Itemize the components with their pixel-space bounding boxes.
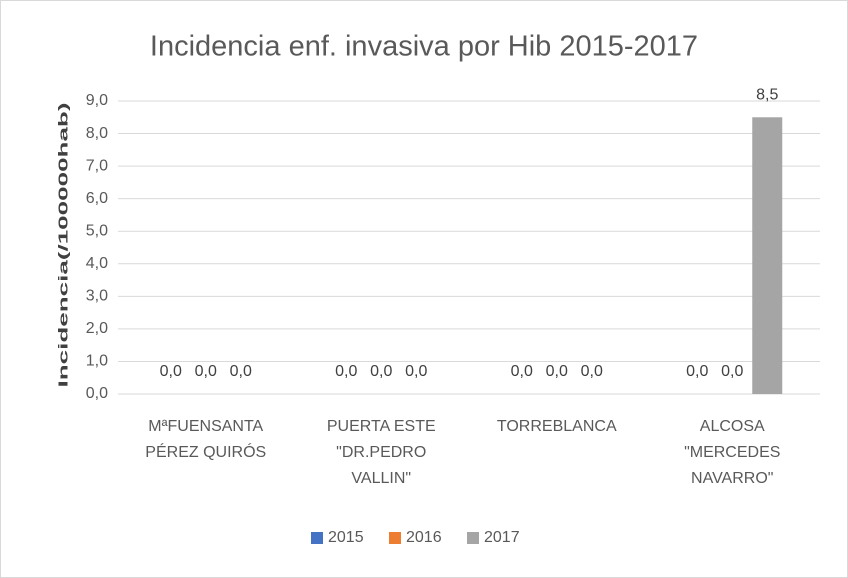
data-label: 0,0 bbox=[686, 363, 708, 380]
y-tick-label: 4,0 bbox=[86, 255, 108, 272]
legend-label: 2017 bbox=[484, 529, 520, 546]
y-tick-label: 0,0 bbox=[86, 385, 108, 402]
x-tick-label: VALLIN" bbox=[351, 470, 411, 487]
data-label: 0,0 bbox=[405, 363, 427, 380]
x-tick-label: MªFUENSANTA bbox=[148, 418, 263, 435]
y-tick-label: 3,0 bbox=[86, 288, 108, 305]
x-tick-label: TORREBLANCA bbox=[497, 418, 617, 435]
data-label: 0,0 bbox=[160, 363, 182, 380]
y-tick-label: 5,0 bbox=[86, 222, 108, 239]
bar bbox=[752, 117, 783, 395]
y-tick-label: 6,0 bbox=[86, 190, 108, 207]
legend-label: 2016 bbox=[406, 529, 442, 546]
y-tick-label: 1,0 bbox=[86, 353, 108, 370]
x-tick-label: PÉREZ QUIRÓS bbox=[145, 442, 266, 461]
legend-swatch bbox=[467, 532, 479, 544]
data-label: 0,0 bbox=[581, 363, 603, 380]
data-label: 0,0 bbox=[370, 363, 392, 380]
data-label: 0,0 bbox=[230, 363, 252, 380]
y-tick-label: 8,0 bbox=[86, 125, 108, 142]
chart-title: Incidencia enf. invasiva por Hib 2015-20… bbox=[150, 31, 698, 63]
data-label: 0,0 bbox=[546, 363, 568, 380]
data-label: 0,0 bbox=[335, 363, 357, 380]
x-tick-label: NAVARRO" bbox=[691, 470, 773, 487]
data-label: 8,5 bbox=[756, 86, 778, 103]
data-label: 0,0 bbox=[511, 363, 533, 380]
y-tick-label: 2,0 bbox=[86, 320, 108, 337]
data-label: 0,0 bbox=[721, 363, 743, 380]
legend-swatch bbox=[389, 532, 401, 544]
data-label: 0,0 bbox=[195, 363, 217, 380]
x-tick-label: ALCOSA bbox=[700, 418, 765, 435]
legend-swatch bbox=[311, 532, 323, 544]
x-tick-label: "DR.PEDRO bbox=[336, 444, 426, 461]
x-tick-label: "MERCEDES bbox=[684, 444, 780, 461]
y-axis-label: Incidencia(/100000hab) bbox=[55, 103, 70, 388]
y-tick-label: 7,0 bbox=[86, 157, 108, 174]
x-tick-label: PUERTA ESTE bbox=[327, 418, 436, 435]
y-tick-label: 9,0 bbox=[86, 92, 108, 109]
legend-label: 2015 bbox=[328, 529, 364, 546]
